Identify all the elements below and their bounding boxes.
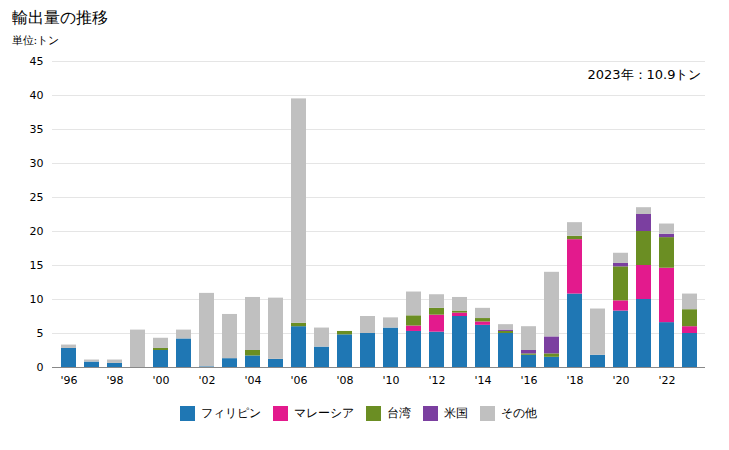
svg-text:'00: '00 — [152, 374, 169, 387]
svg-text:'04: '04 — [244, 374, 261, 387]
svg-text:10: 10 — [30, 293, 44, 306]
svg-text:0: 0 — [37, 361, 44, 374]
svg-text:45: 45 — [30, 55, 44, 68]
svg-text:単位:トン: 単位:トン — [12, 34, 60, 47]
svg-text:'16: '16 — [520, 374, 537, 387]
svg-text:5: 5 — [37, 327, 44, 340]
svg-text:'98: '98 — [106, 374, 123, 387]
html-text:フィリピン: フィリピン — [201, 406, 261, 420]
svg-text:20: 20 — [30, 225, 44, 238]
svg-text:'08: '08 — [336, 374, 353, 387]
svg-text:'14: '14 — [474, 374, 491, 387]
html-text:米国: 米国 — [444, 406, 468, 420]
svg-text:'96: '96 — [60, 374, 77, 387]
svg-text:'12: '12 — [428, 374, 445, 387]
html-text:その他: その他 — [501, 406, 537, 420]
svg-text:'20: '20 — [612, 374, 629, 387]
svg-text:30: 30 — [30, 157, 44, 170]
svg-text:35: 35 — [30, 123, 44, 136]
svg-text:25: 25 — [30, 191, 44, 204]
svg-text:2023年：10.9トン: 2023年：10.9トン — [587, 67, 701, 82]
svg-text:'18: '18 — [566, 374, 583, 387]
svg-text:15: 15 — [30, 259, 44, 272]
svg-text:'06: '06 — [290, 374, 307, 387]
html-text:台湾: 台湾 — [387, 406, 411, 420]
svg-text:'02: '02 — [198, 374, 215, 387]
svg-text:40: 40 — [30, 89, 44, 102]
svg-text:'10: '10 — [382, 374, 399, 387]
html-text:マレーシア: マレーシア — [294, 406, 354, 420]
html-text:輸出量の推移: 輸出量の推移 — [12, 8, 108, 27]
svg-text:'22: '22 — [658, 374, 675, 387]
